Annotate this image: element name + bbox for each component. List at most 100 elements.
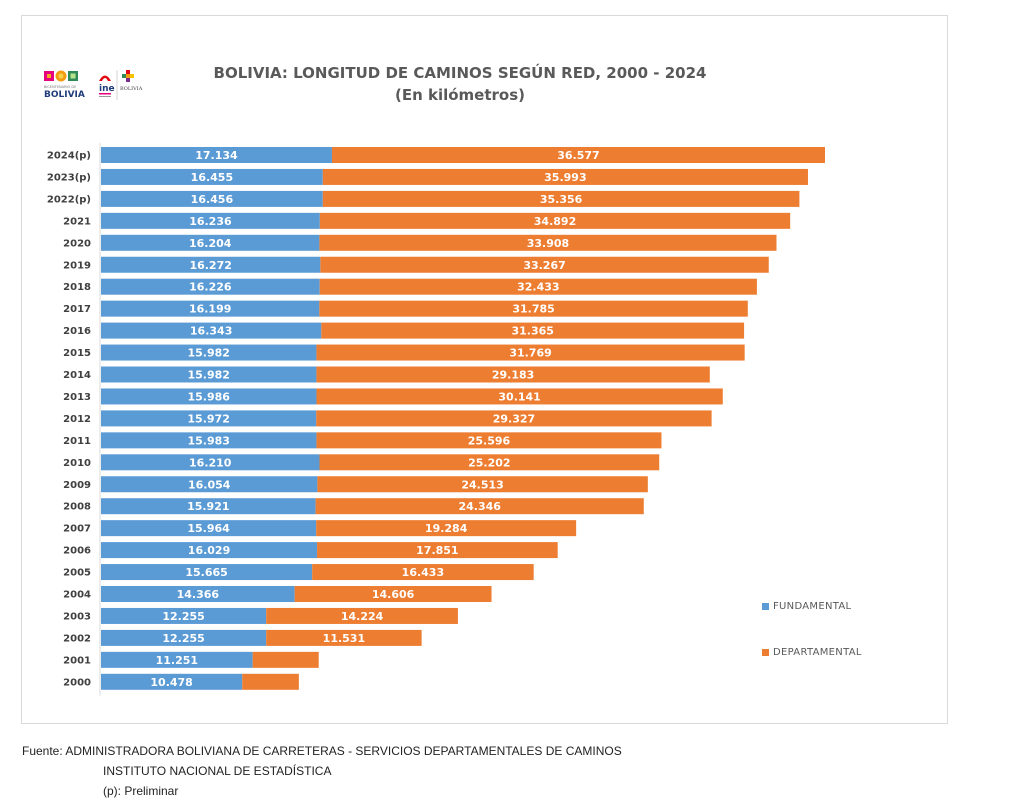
bar-fundamental (101, 256, 321, 273)
y-tick-label: 2003 (63, 611, 91, 622)
bar-departamental (316, 432, 662, 449)
data-label-fundamental: 15.983 (187, 434, 229, 447)
data-label-fundamental: 15.964 (187, 522, 230, 535)
legend-swatch-fundamental (762, 603, 769, 610)
bar-fundamental (101, 322, 322, 339)
bar-departamental (242, 673, 299, 690)
data-label-departamental: 35.993 (544, 171, 586, 184)
data-label-fundamental: 16.343 (190, 325, 232, 338)
y-tick-label: 2002 (63, 633, 91, 644)
data-label-fundamental: 15.982 (187, 347, 229, 360)
estado-bolivia-logo: BOLIVIA (120, 70, 143, 92)
chart-title: BOLIVIA: LONGITUD DE CAMINOS SEGÚN RED, … (213, 64, 707, 82)
svg-text:BOLIVIA: BOLIVIA (44, 90, 85, 100)
data-label-fundamental: 12.255 (162, 610, 204, 623)
data-label-fundamental: 16.455 (191, 171, 233, 184)
data-label-departamental: 29.183 (492, 369, 534, 382)
bars-group (99, 143, 825, 696)
chart-title-block: BOLIVIA: LONGITUD DE CAMINOS SEGÚN RED, … (160, 62, 760, 106)
legend-item-departamental: DEPARTAMENTAL (762, 647, 862, 658)
data-label-departamental: 31.769 (509, 347, 551, 360)
bar-fundamental (101, 300, 320, 317)
data-label-fundamental: 16.204 (189, 237, 232, 250)
bar-fundamental (101, 542, 318, 559)
data-label-departamental: 36.577 (557, 149, 599, 162)
y-tick-label: 2022(p) (47, 194, 91, 205)
data-label-fundamental: 16.029 (188, 544, 230, 557)
data-label-departamental: 25.202 (468, 456, 510, 469)
y-tick-label: 2016 (63, 326, 91, 337)
value-labels: 17.134 36.577 16.455 35.993 16.456 35.356 16.2… (150, 149, 599, 689)
svg-text:BOLIVIA: BOLIVIA (120, 86, 143, 92)
data-label-fundamental: 15.972 (187, 412, 229, 425)
bar-departamental (319, 278, 757, 295)
data-label-fundamental: 15.665 (185, 566, 227, 579)
legend-label-departamental: DEPARTAMENTAL (773, 647, 862, 658)
data-label-departamental: 34.892 (534, 215, 576, 228)
data-label-departamental: 29.327 (493, 412, 535, 425)
logos-svg: BICENTENARIO DE BOLIVIA ine BOLIVIA (44, 70, 143, 100)
y-tick-label: 2006 (63, 546, 91, 557)
y-tick-label: 2009 (63, 480, 91, 491)
bar-departamental (294, 586, 492, 602)
bar-departamental (316, 388, 723, 405)
bar-departamental (322, 190, 800, 207)
data-label-fundamental: 16.199 (189, 303, 231, 316)
bar-fundamental (101, 278, 320, 295)
bar-fundamental (101, 234, 320, 251)
data-label-fundamental: 17.134 (195, 149, 238, 162)
bar-departamental (266, 607, 458, 624)
y-tick-label: 2019 (63, 260, 91, 271)
data-label-departamental: 14.224 (341, 610, 384, 623)
y-tick-label: 2004 (63, 590, 91, 601)
data-label-departamental: 33.908 (527, 237, 569, 250)
y-tick-label: 2015 (63, 348, 91, 359)
data-label-fundamental: 16.236 (189, 215, 232, 228)
data-label-departamental: 32.433 (517, 281, 559, 294)
y-tick-label: 2024(p) (47, 151, 91, 162)
bar-fundamental (101, 651, 253, 668)
y-tick-label: 2023(p) (47, 172, 91, 183)
y-tick-label: 2008 (63, 502, 91, 513)
bar-departamental (319, 300, 748, 317)
footer: Fuente: ADMINISTRADORA BOLIVIANA DE CARR… (22, 741, 622, 801)
bar-departamental (315, 498, 644, 515)
preliminary-note: (p): Preliminar (103, 784, 179, 798)
data-label-departamental: 16.433 (402, 566, 444, 579)
data-label-departamental: 24.346 (458, 500, 501, 513)
bar-fundamental (101, 520, 317, 537)
bar-departamental (317, 542, 558, 559)
data-label-departamental: 30.141 (498, 390, 540, 403)
bar-fundamental (101, 366, 317, 383)
data-label-fundamental: 11.251 (156, 654, 198, 667)
svg-text:ine: ine (99, 84, 115, 94)
bar-fundamental (101, 147, 332, 163)
bar-fundamental (101, 168, 323, 185)
bar-departamental (316, 344, 745, 361)
y-tick-label: 2001 (63, 655, 91, 666)
bar-fundamental (101, 190, 323, 207)
bar-fundamental (101, 564, 313, 581)
legend-label-fundamental: FUNDAMENTAL (773, 601, 852, 612)
data-label-departamental: 19.284 (425, 522, 468, 535)
data-label-fundamental: 16.456 (191, 193, 234, 206)
y-axis-labels: 2024(p) 2023(p) 2022(p) 2021 2020 2019 2018 201… (47, 151, 91, 689)
y-tick-label: 2017 (63, 304, 91, 315)
data-label-fundamental: 16.210 (189, 456, 232, 469)
data-label-departamental: 35.356 (540, 193, 583, 206)
bar-fundamental (101, 344, 317, 361)
ine-logo: ine (99, 75, 115, 97)
data-label-fundamental: 12.255 (162, 632, 204, 645)
y-tick-label: 2020 (63, 238, 91, 249)
data-label-departamental: 11.531 (323, 632, 365, 645)
y-tick-label: 2013 (63, 392, 91, 403)
bar-departamental (321, 322, 745, 339)
data-label-fundamental: 16.054 (188, 478, 231, 491)
svg-text:BICENTENARIO DE: BICENTENARIO DE (44, 85, 76, 89)
data-label-departamental: 31.365 (511, 325, 553, 338)
bar-departamental (316, 410, 712, 427)
bar-departamental (319, 234, 777, 251)
data-label-departamental: 14.606 (372, 588, 415, 601)
logos-group: BICENTENARIO DE BOLIVIA ine BOLIVIA (44, 68, 164, 108)
